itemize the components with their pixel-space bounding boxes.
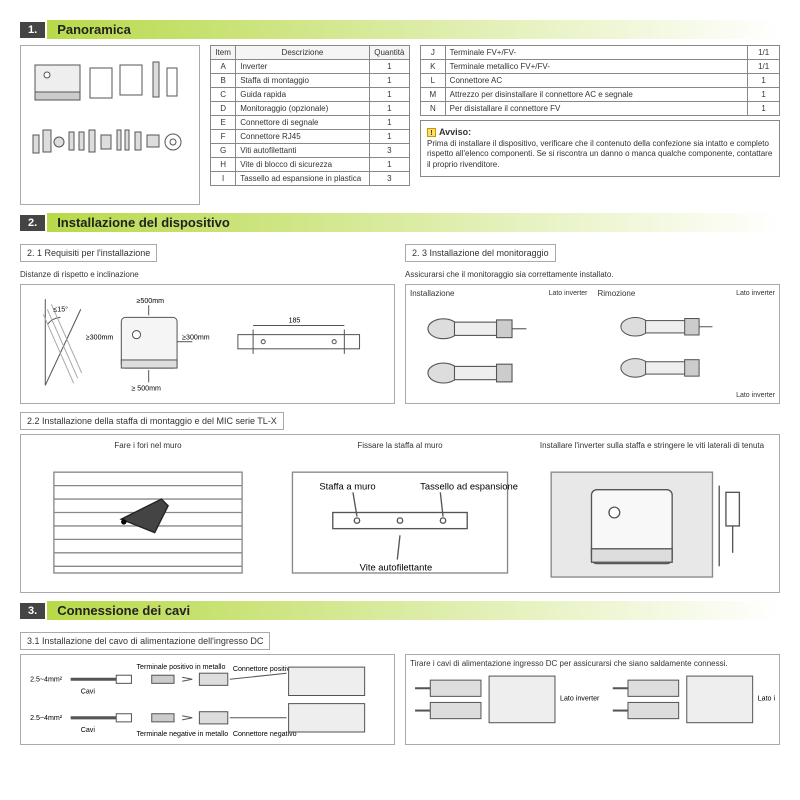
svg-text:Staffa a muro: Staffa a muro: [319, 480, 375, 491]
table-row: MAttrezzo per disinstallare il connettor…: [421, 88, 780, 102]
section-3-num: 3.: [20, 603, 45, 619]
table-row: FConnettore RJ451: [211, 130, 410, 144]
notice-title: Avviso:: [439, 127, 471, 137]
parts-table-2-col: JTerminale FV+/FV-1/1KTerminale metallic…: [420, 45, 780, 205]
notice-box: ! Avviso: Prima di installare il disposi…: [420, 120, 780, 177]
svg-text:185: 185: [289, 317, 301, 325]
section-3-title: Connessione dei cavi: [47, 601, 780, 620]
dc-cable-right: Tirare i cavi di alimentazione ingresso …: [405, 654, 780, 745]
section-1-body: Item Descrizione Quantità AInverter1BSta…: [20, 45, 780, 205]
table-row: EConnettore di segnale1: [211, 116, 410, 130]
svg-text:≥ 500mm: ≥ 500mm: [131, 385, 161, 393]
table-row: NPer disistallare il connettore FV1: [421, 102, 780, 116]
svg-text:Connettore negativo: Connettore negativo: [233, 730, 297, 738]
table-row: CGuida rapida1: [211, 88, 410, 102]
step-a-title: Fare i fori nel muro: [27, 441, 269, 451]
sub-2-1-text: Distanze di rispetto e inclinazione: [20, 270, 395, 280]
dc-cable-left: 2.5~4mm² Cavi Terminale positivo in meta…: [20, 654, 395, 745]
step-b-img: Staffa a muro Tassello ad espansione Vit…: [279, 452, 521, 586]
sub-3-1: 3.1 Installazione del cavo di alimentazi…: [20, 632, 270, 650]
sub-2-1: 2. 1 Requisiti per l'installazione: [20, 244, 157, 262]
step-b-title: Fissare la staffa al muro: [279, 441, 521, 451]
section-2-header: 2. Installazione del dispositivo: [20, 213, 780, 232]
section-1-title: Panoramica: [47, 20, 780, 39]
table-row: HVite di blocco di sicurezza1: [211, 158, 410, 172]
mounting-steps: Fare i fori nel muro Fissare la staffa a…: [20, 434, 780, 593]
lbl-install: Installazione: [410, 289, 539, 299]
table-row: BStaffa di montaggio1: [211, 74, 410, 88]
notice-body: Prima di installare il dispositivo, veri…: [427, 139, 773, 170]
svg-text:Terminale positivo in metallo: Terminale positivo in metallo: [137, 663, 226, 671]
parts-table-2: JTerminale FV+/FV-1/1KTerminale metallic…: [420, 45, 780, 116]
table-row: AInverter1: [211, 60, 410, 74]
lbl-side-2: Lato inverter: [736, 289, 775, 299]
svg-text:Cavi: Cavi: [81, 726, 96, 734]
svg-text:2.5~4mm²: 2.5~4mm²: [30, 676, 63, 684]
svg-text:≥500mm: ≥500mm: [137, 298, 165, 306]
lbl-side-3: Lato inverter: [598, 392, 776, 399]
lbl-side: Lato inverter: [549, 289, 588, 299]
section-2-num: 2.: [20, 215, 45, 231]
table-row: JTerminale FV+/FV-1/1: [421, 46, 780, 60]
package-image: [20, 45, 200, 205]
lbl-remove: Rimozione: [598, 289, 727, 299]
warning-icon: !: [427, 128, 436, 137]
svg-text:Lato inverter: Lato inverter: [758, 694, 775, 702]
clearance-diagram: ≤15° ≥500mm ≥300mm ≥300mm ≥ 500mm: [20, 284, 395, 404]
table-row: LConnettore AC1: [421, 74, 780, 88]
table-row: ITassello ad espansione in plastica3: [211, 172, 410, 186]
components-illustration: [25, 50, 195, 200]
th-desc: Descrizione: [236, 46, 369, 60]
sub-2-3: 2. 3 Installazione del monitoraggio: [405, 244, 556, 262]
section-2-title: Installazione del dispositivo: [47, 213, 780, 232]
svg-text:Lato inverter: Lato inverter: [560, 694, 600, 702]
monitoring-diagram: Installazione Lato inverter Rimozione Lato…: [405, 284, 780, 404]
svg-text:≤15°: ≤15°: [53, 306, 68, 314]
sub-2-3-text: Assicurarsi che il monitoraggio sia corr…: [405, 270, 780, 280]
step-c-img: [531, 452, 773, 586]
sub-2-2: 2.2 Installazione della staffa di montag…: [20, 412, 284, 430]
svg-text:2.5~4mm²: 2.5~4mm²: [30, 714, 63, 722]
svg-text:Vite autofilettante: Vite autofilettante: [360, 561, 433, 572]
parts-table-1: Item Descrizione Quantità AInverter1BSta…: [210, 45, 410, 205]
th-qty: Quantità: [369, 46, 409, 60]
dc-right-text: Tirare i cavi di alimentazione ingresso …: [410, 659, 775, 669]
svg-text:Tassello ad espansione: Tassello ad espansione: [420, 480, 518, 491]
svg-text:Terminale negative in metallo: Terminale negative in metallo: [137, 730, 229, 738]
svg-text:≥300mm: ≥300mm: [182, 334, 210, 342]
section-3-header: 3. Connessione dei cavi: [20, 601, 780, 620]
th-item: Item: [211, 46, 236, 60]
table-row: DMonitoraggio (opzionale)1: [211, 102, 410, 116]
section-1-header: 1. Panoramica: [20, 20, 780, 39]
section-1-num: 1.: [20, 22, 45, 38]
svg-text:Connettore positivo: Connettore positivo: [233, 665, 294, 673]
table-row: KTerminale metallico FV+/FV-1/1: [421, 60, 780, 74]
step-c-title: Installare l'inverter sulla staffa e str…: [531, 441, 773, 451]
step-a-img: [27, 452, 269, 586]
table-row: GViti autofilettanti3: [211, 144, 410, 158]
svg-text:Cavi: Cavi: [81, 688, 96, 696]
svg-text:≥300mm: ≥300mm: [86, 334, 114, 342]
